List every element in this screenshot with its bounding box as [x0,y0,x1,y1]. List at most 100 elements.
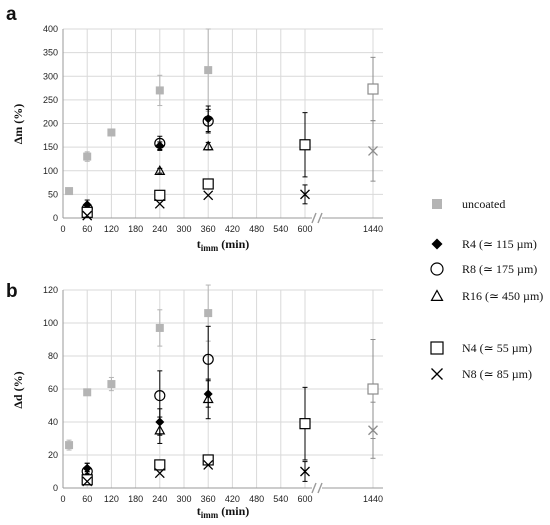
data-point-uncoated [155,323,164,332]
axis-break-icon [311,482,323,494]
data-point-uncoated [107,128,116,137]
x-tick-label: 360 [201,494,216,504]
legend-marker-R8 [430,262,444,276]
x-axis-title: timm (min) [197,504,250,520]
data-point-N8 [154,468,165,479]
x-tick-label: 540 [273,224,288,234]
x-tick-label: 360 [201,224,216,234]
x-tick-label: 180 [128,224,143,234]
data-point-uncoated [367,83,379,95]
x-tick-label: 1440 [363,224,383,234]
legend-marker-N4 [430,341,444,355]
x-tick-label: 1440 [363,494,383,504]
data-point-R8 [202,353,214,365]
data-point-R16 [202,393,214,404]
data-point-N4 [81,474,93,486]
legend-item-R4: R4 (≃ 115 µm) [431,237,537,251]
y-axis-title: Δm (%) [11,104,25,145]
data-point-N4 [81,206,93,218]
chart-panel-a: a 0 50 100 150 200 250 300 350 400 0 60 120 180 240 300… [6,4,383,253]
legend-label-R16: R16 (≃ 450 µm) [462,289,543,303]
x-tick-label: 600 [297,224,312,234]
chart-panel-b: b 0 20 40 60 80 100 120 0 60 120 180 240 300 360 420 480… [6,281,383,520]
y-tick-label: 40 [48,417,58,427]
series-N8 [82,401,378,487]
x-tick-label: 300 [176,224,191,234]
x-tick-label: 600 [297,494,312,504]
data-point-R16 [154,165,166,175]
data-point-N4 [299,139,311,151]
y-tick-label: 20 [48,450,58,460]
series-N4 [81,112,311,218]
x-tick-label: 180 [128,494,143,504]
data-point-R8 [202,115,214,127]
x-tick-label: 120 [104,224,119,234]
legend-item-R16: R16 (≃ 450 µm) [430,289,543,303]
series-R8 [81,108,214,215]
data-point-N4 [202,178,214,190]
x-tick-label: 60 [82,224,92,234]
legend-item-N4: N4 (≃ 55 µm) [430,341,532,355]
legend-marker-R16 [430,289,444,301]
legend-marker-uncoated [432,199,442,209]
data-point-uncoated [204,309,213,318]
data-point-uncoated [367,383,379,395]
legend-label-N8: N8 (≃ 85 µm) [462,367,532,381]
y-tick-label: 0 [53,483,58,493]
legend-marker-N8 [431,368,443,380]
data-point-N8 [203,459,214,470]
y-tick-label: 300 [43,71,58,81]
x-axis-title: timm (min) [197,237,250,253]
series-R4 [82,380,213,474]
legend-label-N4: N4 (≃ 55 µm) [462,341,532,355]
x-tick-label: 0 [60,224,65,234]
axis-break-mask [312,212,322,224]
legend-marker-R4 [431,238,443,250]
legend-label-uncoated: uncoated [462,197,505,211]
axis-break-mask [312,482,322,494]
data-point-uncoated [204,66,213,75]
y-tick-label: 350 [43,48,58,58]
data-point-N4 [154,459,166,471]
x-tick-label: 240 [152,224,167,234]
data-point-R8 [154,137,166,149]
y-tick-label: 200 [43,119,58,129]
data-point-N8 [300,189,310,200]
x-tick-label: 480 [249,494,264,504]
y-tick-label: 100 [43,166,58,176]
series-uncoated [65,28,379,196]
series-R16 [81,378,214,482]
data-point-uncoated [155,86,164,95]
series-N8 [82,120,378,221]
x-tick-label: 60 [82,494,92,504]
data-point-N8 [82,476,93,487]
legend-item-uncoated: uncoated [432,197,505,211]
series-R8 [81,325,214,481]
y-tick-label: 400 [43,24,58,34]
data-point-N8 [368,425,378,436]
data-point-R8 [154,390,166,402]
x-tick-label: 240 [152,494,167,504]
data-point-R16 [202,140,214,151]
y-tick-label: 100 [43,318,58,328]
data-point-uncoated [107,380,116,389]
data-point-uncoated [65,441,74,450]
panel-label-b: b [6,281,18,302]
data-point-R16 [154,424,166,435]
data-point-N8 [203,190,214,201]
series-R16 [81,140,214,216]
x-tick-label: 420 [225,224,240,234]
data-point-N8 [154,198,165,209]
x-tick-label: 420 [225,494,240,504]
data-point-uncoated [83,388,92,397]
legend-label-R4: R4 (≃ 115 µm) [462,237,537,251]
y-tick-label: 0 [53,213,58,223]
data-point-uncoated [83,152,92,161]
legend: uncoated R4 (≃ 115 µm) R8 (≃ 175 µm) R16 (≃… [430,197,543,381]
legend-label-R8: R8 (≃ 175 µm) [462,262,537,276]
data-point-N4 [202,454,214,466]
x-tick-label: 540 [273,494,288,504]
y-tick-label: 50 [48,189,58,199]
panel-label-a: a [6,4,17,25]
y-tick-label: 120 [43,285,58,295]
